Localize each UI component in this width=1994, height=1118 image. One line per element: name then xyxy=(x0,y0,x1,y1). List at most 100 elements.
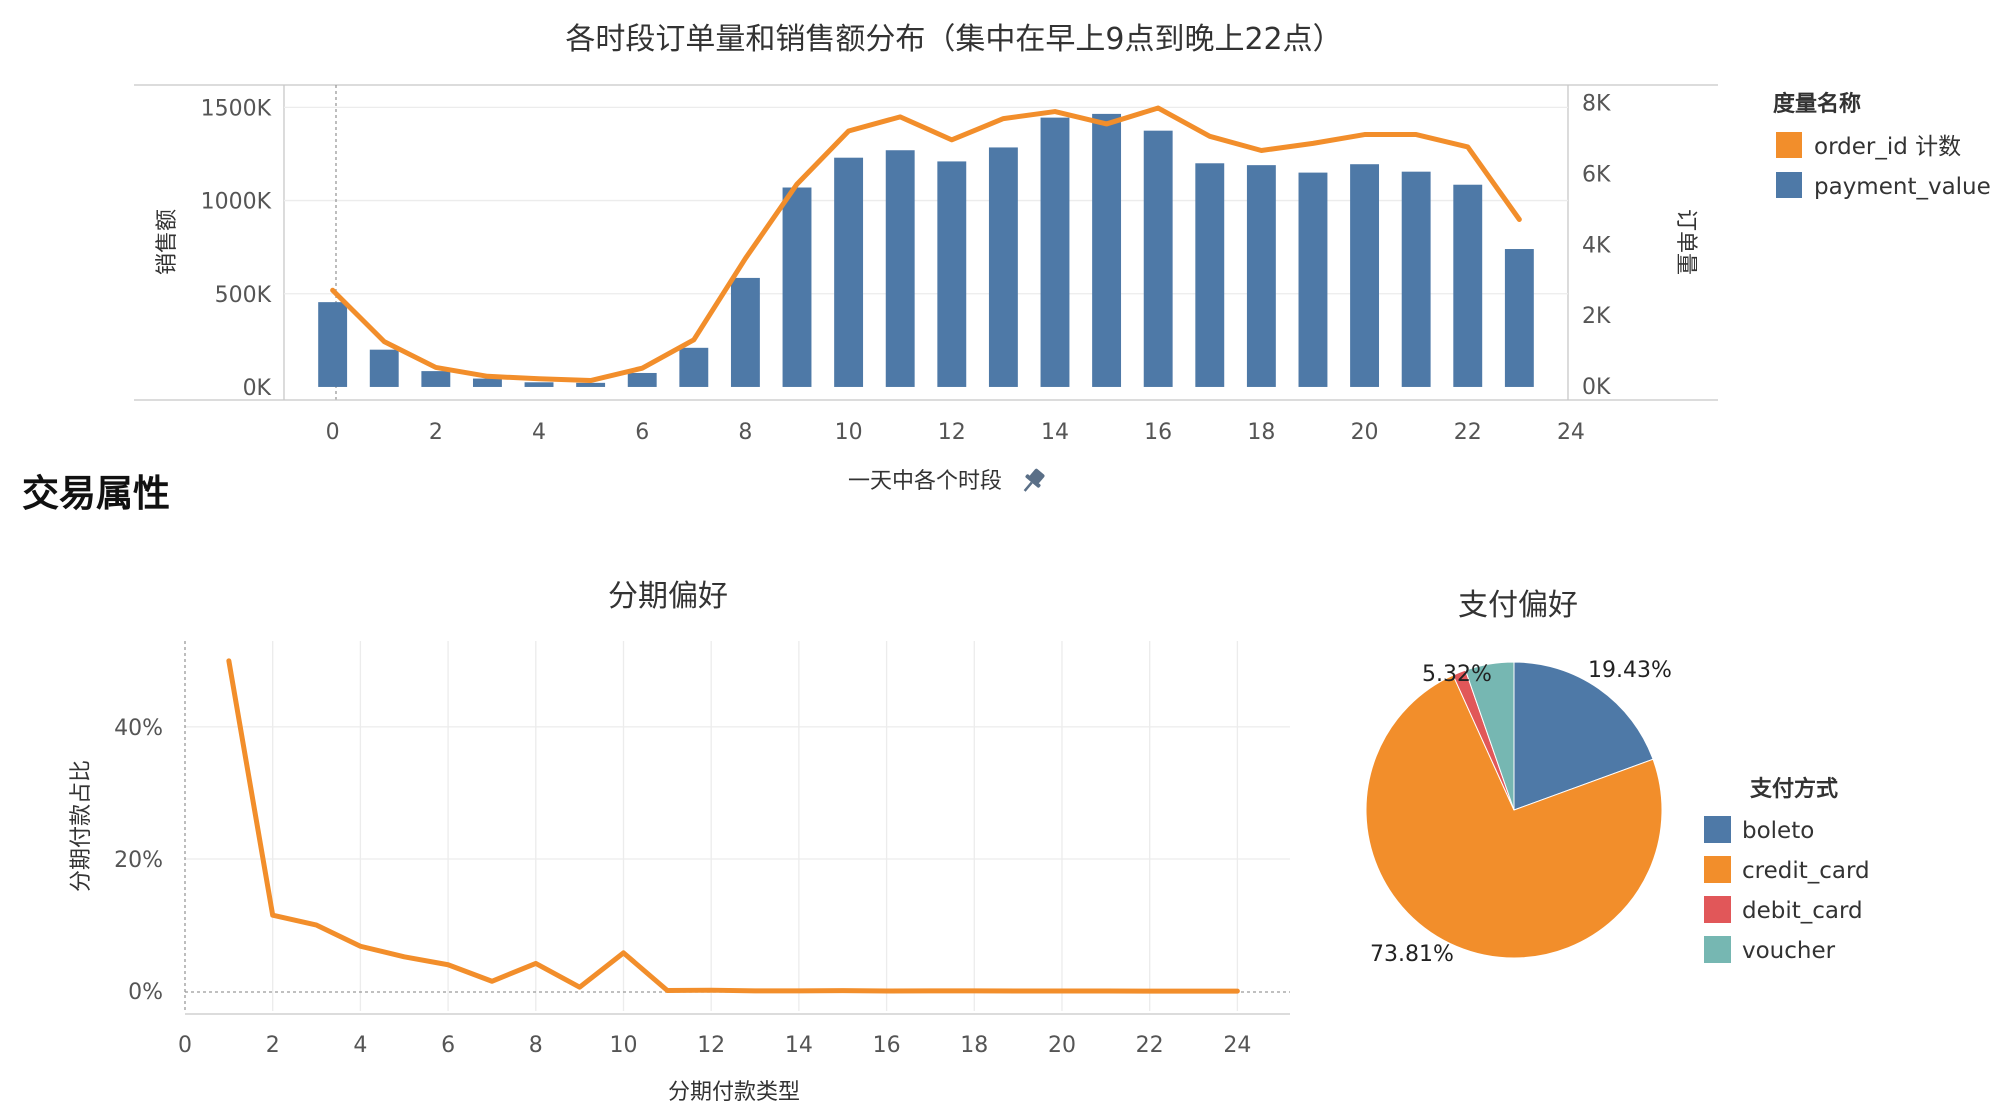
installment-x-tick-label: 2 xyxy=(266,1033,280,1058)
order-count-line xyxy=(330,105,1522,384)
installment-x-tick-label: 12 xyxy=(697,1033,725,1058)
installment-x-tick-label: 16 xyxy=(873,1033,901,1058)
hourly-y2-tick-label: 0K xyxy=(1582,375,1611,400)
hourly-x-tick-label: 14 xyxy=(1041,420,1069,445)
payment-value-bar xyxy=(782,187,812,387)
hourly-x-tick-label: 18 xyxy=(1247,420,1275,445)
installment-x-tick-label: 24 xyxy=(1223,1033,1251,1058)
payment-value-bar xyxy=(1350,164,1380,387)
installment-y-tick-label: 20% xyxy=(114,848,163,873)
payment-pie-labels: 19.43% 73.81% 5.32% xyxy=(1370,658,1672,967)
hourly-y-tick-label: 0K xyxy=(243,376,272,401)
installment-y-tick-label: 0% xyxy=(128,980,163,1005)
legend-label-debit-card: debit_card xyxy=(1742,898,1863,924)
hourly-x-tick-labels: 0 2 4 6 8 10 12 14 16 18 20 22 24 xyxy=(326,420,1585,445)
hourly-x-tick-label: 0 xyxy=(326,420,340,445)
hourly-y2-axis-title: 订单量 xyxy=(1673,209,1698,275)
hourly-y2-tick-labels: 0K 2K 4K 6K 8K xyxy=(1582,92,1611,400)
hourly-y-tick-label: 1500K xyxy=(201,96,272,121)
installment-x-tick-label: 6 xyxy=(441,1033,455,1058)
hourly-x-tick-label: 12 xyxy=(938,420,966,445)
payment-chart: 支付偏好 19.43% 73.81% 5.32% 支付方式 boleto credit… xyxy=(1365,588,1870,967)
payment-value-bar xyxy=(524,382,554,387)
hourly-order-line xyxy=(330,105,1522,384)
legend-swatch-order-count xyxy=(1776,132,1802,158)
payment-value-bar xyxy=(988,147,1018,387)
installment-x-tick-label: 18 xyxy=(960,1033,988,1058)
installment-x-tick-labels: 0 2 4 6 8 10 12 14 16 18 20 22 24 xyxy=(178,1033,1251,1058)
legend-label-credit-card: credit_card xyxy=(1742,858,1870,884)
hourly-x-tick-label: 24 xyxy=(1557,420,1585,445)
legend-label-payment-value: payment_value xyxy=(1814,174,1991,200)
installment-x-tick-label: 4 xyxy=(353,1033,367,1058)
installment-x-tick-label: 10 xyxy=(609,1033,637,1058)
legend-swatch-debit-card xyxy=(1704,896,1731,923)
legend-label-voucher: voucher xyxy=(1742,938,1836,964)
payment-value-bar xyxy=(937,161,967,387)
payment-value-bar xyxy=(318,302,348,387)
legend-swatch-credit-card xyxy=(1704,856,1731,883)
installment-x-tick-label: 20 xyxy=(1048,1033,1076,1058)
hourly-y-axis-title: 销售额 xyxy=(155,209,180,275)
legend-swatch-boleto xyxy=(1704,816,1731,843)
payment-pie xyxy=(1365,661,1663,959)
installment-y-tick-labels: 0% 20% 40% xyxy=(114,716,163,1005)
hourly-chart-title: 各时段订单量和销售额分布（集中在早上9点到晚上22点） xyxy=(565,22,1342,57)
legend-swatch-voucher xyxy=(1704,936,1731,963)
installment-chart: 分期偏好 0%20%40% 0 2 4 6 8 10 12 14 16 18 20 22 24 分期付款… xyxy=(69,579,1290,1105)
pie-slice-boleto xyxy=(1513,661,1654,811)
payment-value-bar xyxy=(1143,130,1173,387)
legend-label-boleto: boleto xyxy=(1742,818,1814,844)
pie-label-voucher: 5.32% xyxy=(1422,662,1492,687)
payment-value-bar xyxy=(679,347,709,387)
pie-slice-voucher xyxy=(1464,661,1515,811)
hourly-x-tick-label: 10 xyxy=(835,420,863,445)
hourly-y-tick-label: 1000K xyxy=(201,190,272,215)
hourly-x-tick-label: 4 xyxy=(532,420,546,445)
legend-swatch-payment-value xyxy=(1776,172,1802,198)
payment-value-bar xyxy=(730,277,760,387)
hourly-x-tick-label: 2 xyxy=(429,420,443,445)
pie-label-boleto: 19.43% xyxy=(1588,658,1672,683)
hourly-legend-title: 度量名称 xyxy=(1773,91,1861,117)
pie-slice-credit-card xyxy=(1365,674,1663,959)
hourly-x-tick-label: 8 xyxy=(738,420,752,445)
hourly-x-tick-label: 20 xyxy=(1351,420,1379,445)
hourly-y2-tick-label: 4K xyxy=(1582,233,1611,258)
payment-value-bar xyxy=(1298,172,1328,387)
payment-value-bar xyxy=(1195,163,1225,387)
payment-value-bar xyxy=(369,349,399,387)
installment-chart-title: 分期偏好 xyxy=(608,579,728,614)
hourly-x-tick-label: 6 xyxy=(635,420,649,445)
hourly-y-tick-label: 500K xyxy=(215,283,272,308)
installment-x-axis-title: 分期付款类型 xyxy=(668,1080,800,1105)
installment-x-tick-label: 14 xyxy=(785,1033,813,1058)
installment-y-tick-label: 40% xyxy=(114,716,163,741)
pie-label-credit-card: 73.81% xyxy=(1370,942,1454,967)
installment-x-tick-label: 8 xyxy=(529,1033,543,1058)
payment-value-bar xyxy=(627,372,657,387)
payment-value-bar xyxy=(885,150,915,387)
hourly-bars xyxy=(318,113,1534,387)
section-title: 交易属性 xyxy=(22,472,170,515)
hourly-y2-tick-label: 2K xyxy=(1582,304,1611,329)
pin-icon[interactable] xyxy=(1018,466,1048,497)
hourly-x-tick-label: 22 xyxy=(1454,420,1482,445)
legend-label-order-count: order_id 计数 xyxy=(1814,134,1961,160)
hourly-y-tick-labels: 0K 500K 1000K 1500K xyxy=(201,96,272,401)
payment-value-bar xyxy=(576,382,606,387)
payment-legend-title: 支付方式 xyxy=(1750,776,1838,802)
payment-chart-title: 支付偏好 xyxy=(1458,588,1578,623)
installment-share-line xyxy=(226,658,1240,994)
payment-value-bar xyxy=(1040,117,1070,387)
hourly-legend: 度量名称 order_id 计数 payment_value xyxy=(1773,91,1991,200)
installment-gridlines xyxy=(185,641,1290,1011)
installment-y-axis-title: 分期付款占比 xyxy=(69,760,94,892)
installment-x-tick-label: 22 xyxy=(1136,1033,1164,1058)
hourly-x-tick-label: 16 xyxy=(1144,420,1172,445)
payment-value-bar xyxy=(834,157,864,387)
hourly-y2-tick-label: 8K xyxy=(1582,92,1611,117)
hourly-x-axis-title: 一天中各个时段 xyxy=(848,469,1002,494)
